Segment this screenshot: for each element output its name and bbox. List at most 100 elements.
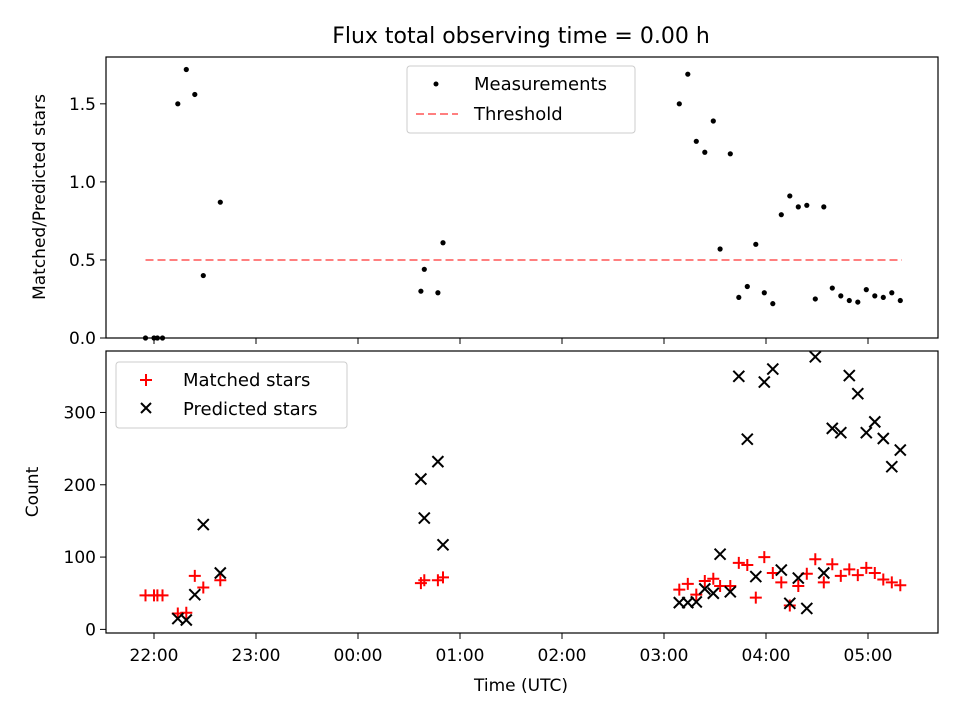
matched-star-point [437, 571, 449, 584]
predicted-star-point [834, 426, 848, 439]
measurement-point [418, 288, 424, 294]
matched-star-point [792, 580, 805, 592]
top-y-tick-label: 0.0 [69, 329, 96, 349]
measurement-point [702, 149, 708, 155]
y-axis-label-top: Matched/Predicted stars [30, 94, 50, 300]
x-tick-label: 00:00 [334, 646, 383, 666]
predicted-star-point [766, 362, 780, 376]
matched-star-point [877, 573, 890, 586]
matched-star-point [741, 559, 754, 572]
measurement-point [795, 204, 801, 210]
matched-star-point [732, 556, 745, 569]
count-panel: Count Time (UTC) 0 100 200 300 22:00 23:00 00… [23, 350, 939, 696]
predicted-star-point [188, 588, 202, 601]
legend-label-matched: Matched stars [183, 370, 310, 391]
bottom-plot-marks [139, 350, 907, 627]
measurement-point [676, 101, 682, 107]
predicted-star-point [843, 369, 856, 382]
measurement-point [736, 294, 742, 301]
matched-star-point [843, 563, 856, 576]
predicted-star-point [775, 563, 788, 577]
predicted-star-point [418, 511, 431, 525]
x-tick-label: 23:00 [232, 646, 281, 666]
matched-star-point [885, 576, 898, 589]
predicted-star-point [713, 547, 727, 561]
measurement-point [200, 272, 206, 279]
matched-star-point [775, 576, 788, 589]
matched-star-point [868, 566, 881, 579]
measurement-point [753, 241, 759, 247]
x-axis-label: Time (UTC) [473, 676, 568, 696]
x-tick-label: 05:00 [844, 646, 893, 666]
legend-label-threshold: Threshold [473, 104, 563, 125]
predicted-star-point [431, 455, 445, 468]
measurement-point [863, 287, 869, 293]
top-axes-frame [105, 56, 939, 339]
matched-star-point [707, 572, 720, 585]
legend-label-measurements: Measurements [474, 74, 607, 95]
matched-star-point [681, 577, 694, 590]
predicted-star-point [851, 387, 865, 400]
matched-star-point [860, 561, 873, 574]
matched-star-point [214, 574, 227, 587]
x-tick-label: 03:00 [640, 646, 689, 666]
measurement-point [183, 66, 189, 73]
measurement-point [838, 293, 844, 299]
matched-star-point [783, 599, 796, 612]
measurement-point [812, 296, 818, 302]
measurement-point [435, 290, 441, 296]
predicted-star-point [197, 518, 210, 531]
bottom-y-tick-label: 0 [85, 620, 96, 640]
predicted-star-point [868, 415, 882, 429]
predicted-star-point [180, 613, 193, 627]
measurement-point [855, 299, 861, 305]
predicted-star-point [758, 375, 771, 389]
matched-star-point [156, 589, 169, 602]
measurement-point [440, 240, 446, 246]
top-legend: Measurements Threshold [406, 65, 636, 134]
legend-marker-predicted [140, 402, 152, 414]
x-tick-label: 22:00 [130, 646, 179, 666]
measurement-point [710, 118, 716, 124]
measurement-point [727, 151, 733, 157]
predicted-star-point [800, 602, 814, 615]
top-y-tick-label: 0.5 [69, 251, 96, 271]
predicted-star-point [436, 538, 450, 551]
top-y-tick-label: 1.0 [69, 173, 96, 193]
matched-star-point [724, 580, 737, 592]
measurement-point [192, 91, 198, 98]
matched-star-point [894, 579, 907, 592]
predicted-star-point [877, 432, 890, 445]
measurement-point [693, 138, 699, 144]
measurement-point [804, 202, 810, 208]
predicted-star-point [809, 350, 822, 363]
bottom-x-ticks: 22:00 23:00 00:00 01:00 02:00 03:00 04:00 05:00 [130, 633, 893, 666]
measurement-point [217, 199, 223, 205]
matched-star-point [766, 566, 779, 579]
matched-star-point [826, 558, 839, 571]
predicted-star-point [732, 370, 746, 383]
predicted-star-point [817, 566, 831, 580]
matched-star-point [714, 580, 727, 592]
matched-star-point [418, 574, 431, 587]
measurement-point [880, 294, 886, 301]
legend-marker-measurements [433, 81, 439, 87]
measurement-point [761, 290, 767, 296]
bottom-y-ticks: 0 100 200 300 [64, 403, 106, 640]
predicted-star-point [741, 433, 754, 446]
legend-marker-matched [140, 374, 152, 386]
measurement-point [778, 212, 784, 218]
matched-star-point [188, 569, 201, 582]
measurement-point [846, 297, 852, 304]
matched-star-point [698, 574, 711, 587]
measurement-point [821, 204, 827, 210]
predicted-star-point [792, 571, 805, 585]
measurement-point [787, 193, 793, 199]
predicted-star-point [894, 443, 907, 457]
measurement-point [770, 301, 776, 307]
measurement-point [421, 266, 427, 272]
predicted-star-point [860, 426, 873, 439]
top-legend-box [406, 65, 636, 134]
predicted-star-point [707, 587, 720, 600]
